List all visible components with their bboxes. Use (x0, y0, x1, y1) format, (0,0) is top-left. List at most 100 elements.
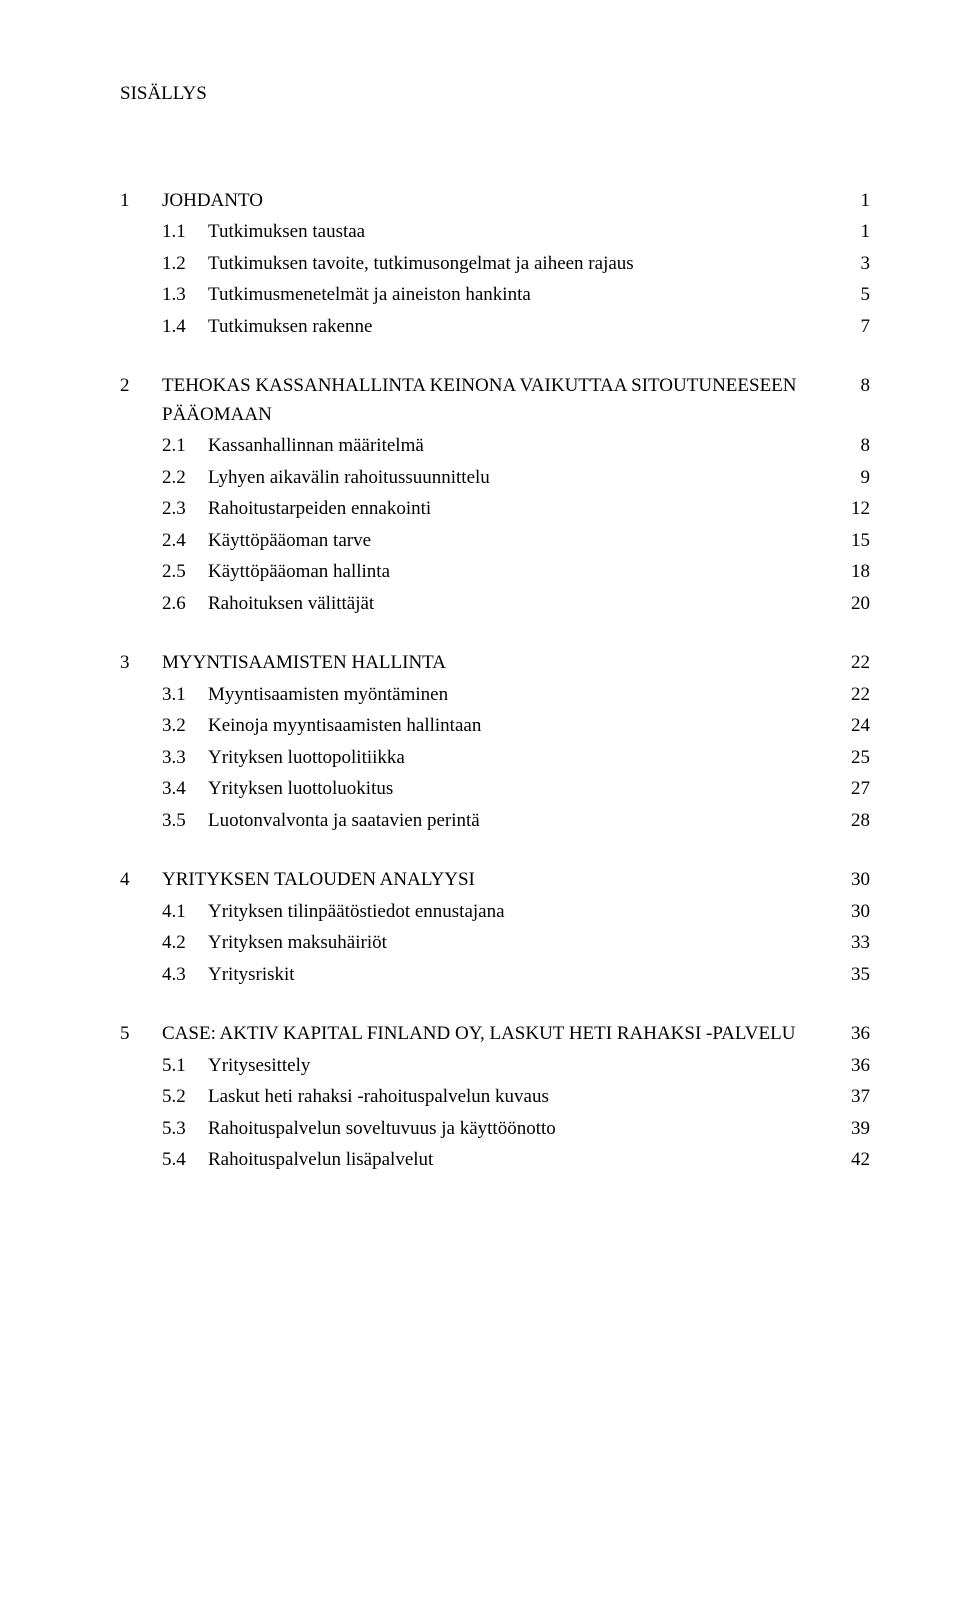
toc-page: 30 (840, 898, 870, 927)
section-gap (120, 992, 870, 1020)
toc-number: 1.3 (120, 281, 208, 310)
toc-section-row: 1.2Tutkimuksen tavoite, tutkimusongelmat… (120, 250, 870, 279)
toc-number: 1.2 (120, 250, 208, 279)
toc-label: Luotonvalvonta ja saatavien perintä (208, 807, 840, 836)
section-gap (120, 838, 870, 866)
toc-number: 2 (120, 372, 162, 401)
toc-number: 1.4 (120, 313, 208, 342)
toc-page: 1 (840, 218, 870, 247)
toc-section-row: 5.3Rahoituspalvelun soveltuvuus ja käytt… (120, 1115, 870, 1144)
toc-page: 35 (840, 961, 870, 990)
toc-number: 3.4 (120, 775, 208, 804)
toc-section-row: 2.1Kassanhallinnan määritelmä8 (120, 432, 870, 461)
toc-page: 9 (840, 464, 870, 493)
toc-section-row: 1.3Tutkimusmenetelmät ja aineiston hanki… (120, 281, 870, 310)
toc-number: 2.6 (120, 590, 208, 619)
toc-number: 3.2 (120, 712, 208, 741)
toc-number: 5.3 (120, 1115, 208, 1144)
toc-section-row: 1.1Tutkimuksen taustaa1 (120, 218, 870, 247)
toc-chapter-row: 4YRITYKSEN TALOUDEN ANALYYSI30 (120, 866, 870, 895)
toc-label: Rahoituspalvelun lisäpalvelut (208, 1146, 840, 1175)
toc-number: 2.3 (120, 495, 208, 524)
toc-label: TEHOKAS KASSANHALLINTA KEINONA VAIKUTTAA… (162, 372, 840, 429)
toc-chapter-row: 3MYYNTISAAMISTEN HALLINTA22 (120, 649, 870, 678)
toc-label: YRITYKSEN TALOUDEN ANALYYSI (162, 866, 840, 895)
toc-label: MYYNTISAAMISTEN HALLINTA (162, 649, 840, 678)
toc-page: 12 (840, 495, 870, 524)
toc-label: Tutkimuksen tavoite, tutkimusongelmat ja… (208, 250, 840, 279)
toc-page: 20 (840, 590, 870, 619)
toc-section-row: 3.5Luotonvalvonta ja saatavien perintä28 (120, 807, 870, 836)
toc-section-row: 5.2Laskut heti rahaksi -rahoituspalvelun… (120, 1083, 870, 1112)
toc-page: 18 (840, 558, 870, 587)
toc-number: 5.2 (120, 1083, 208, 1112)
toc-label: JOHDANTO (162, 187, 840, 216)
toc-page: 30 (840, 866, 870, 895)
toc-section-row: 2.3Rahoitustarpeiden ennakointi12 (120, 495, 870, 524)
toc-label: Käyttöpääoman tarve (208, 527, 840, 556)
toc-section-row: 4.1Yrityksen tilinpäätöstiedot ennustaja… (120, 898, 870, 927)
toc-number: 4.2 (120, 929, 208, 958)
toc-number: 4.3 (120, 961, 208, 990)
toc-page: 7 (840, 313, 870, 342)
toc-label: Yritysesittely (208, 1052, 840, 1081)
toc-number: 5.1 (120, 1052, 208, 1081)
toc-number: 1.1 (120, 218, 208, 247)
toc-number: 2.4 (120, 527, 208, 556)
section-gap (120, 344, 870, 372)
toc-section-row: 1.4Tutkimuksen rakenne7 (120, 313, 870, 342)
toc-page: 36 (840, 1052, 870, 1081)
toc-section-row: 2.2Lyhyen aikavälin rahoitussuunnittelu9 (120, 464, 870, 493)
toc-page: 22 (840, 649, 870, 678)
toc-label: Tutkimuksen rakenne (208, 313, 840, 342)
toc-label: Keinoja myyntisaamisten hallintaan (208, 712, 840, 741)
toc-section-row: 5.4Rahoituspalvelun lisäpalvelut42 (120, 1146, 870, 1175)
toc-section-row: 4.2Yrityksen maksuhäiriöt33 (120, 929, 870, 958)
toc-label: Käyttöpääoman hallinta (208, 558, 840, 587)
toc-section-row: 4.3Yritysriskit35 (120, 961, 870, 990)
toc-label: Yrityksen maksuhäiriöt (208, 929, 840, 958)
toc-page: 42 (840, 1146, 870, 1175)
toc-label: Lyhyen aikavälin rahoitussuunnittelu (208, 464, 840, 493)
toc-label: CASE: AKTIV KAPITAL FINLAND OY, LASKUT H… (162, 1020, 840, 1049)
toc-page: 36 (840, 1020, 870, 1049)
toc-label: Yrityksen luottoluokitus (208, 775, 840, 804)
toc-label: Yrityksen luottopolitiikka (208, 744, 840, 773)
toc-number: 2.5 (120, 558, 208, 587)
toc-number: 4 (120, 866, 162, 895)
toc-section-row: 3.1Myyntisaamisten myöntäminen22 (120, 681, 870, 710)
toc-page: 39 (840, 1115, 870, 1144)
toc-section-row: 2.4Käyttöpääoman tarve15 (120, 527, 870, 556)
toc-label: Laskut heti rahaksi -rahoituspalvelun ku… (208, 1083, 840, 1112)
toc-page: 15 (840, 527, 870, 556)
toc-page: 37 (840, 1083, 870, 1112)
table-of-contents: 1JOHDANTO11.1Tutkimuksen taustaa11.2Tutk… (120, 159, 870, 1175)
toc-page: 28 (840, 807, 870, 836)
page-title: SISÄLLYS (120, 80, 870, 109)
section-gap (120, 621, 870, 649)
toc-label: Myyntisaamisten myöntäminen (208, 681, 840, 710)
toc-number: 2.1 (120, 432, 208, 461)
toc-page: 27 (840, 775, 870, 804)
toc-page: 3 (840, 250, 870, 279)
toc-number: 4.1 (120, 898, 208, 927)
toc-page: 8 (840, 372, 870, 401)
toc-label: Rahoituspalvelun soveltuvuus ja käyttöön… (208, 1115, 840, 1144)
toc-label: Tutkimusmenetelmät ja aineiston hankinta (208, 281, 840, 310)
toc-number: 5.4 (120, 1146, 208, 1175)
toc-number: 3.5 (120, 807, 208, 836)
toc-label: Yritysriskit (208, 961, 840, 990)
toc-section-row: 3.2Keinoja myyntisaamisten hallintaan24 (120, 712, 870, 741)
toc-page: 24 (840, 712, 870, 741)
toc-label: Rahoitustarpeiden ennakointi (208, 495, 840, 524)
toc-label: Tutkimuksen taustaa (208, 218, 840, 247)
toc-number: 3.3 (120, 744, 208, 773)
toc-section-row: 3.3Yrityksen luottopolitiikka25 (120, 744, 870, 773)
toc-number: 3.1 (120, 681, 208, 710)
toc-section-row: 3.4Yrityksen luottoluokitus27 (120, 775, 870, 804)
toc-chapter-row: 1JOHDANTO1 (120, 187, 870, 216)
toc-page: 8 (840, 432, 870, 461)
toc-page: 33 (840, 929, 870, 958)
toc-chapter-row: 5CASE: AKTIV KAPITAL FINLAND OY, LASKUT … (120, 1020, 870, 1049)
toc-label: Kassanhallinnan määritelmä (208, 432, 840, 461)
